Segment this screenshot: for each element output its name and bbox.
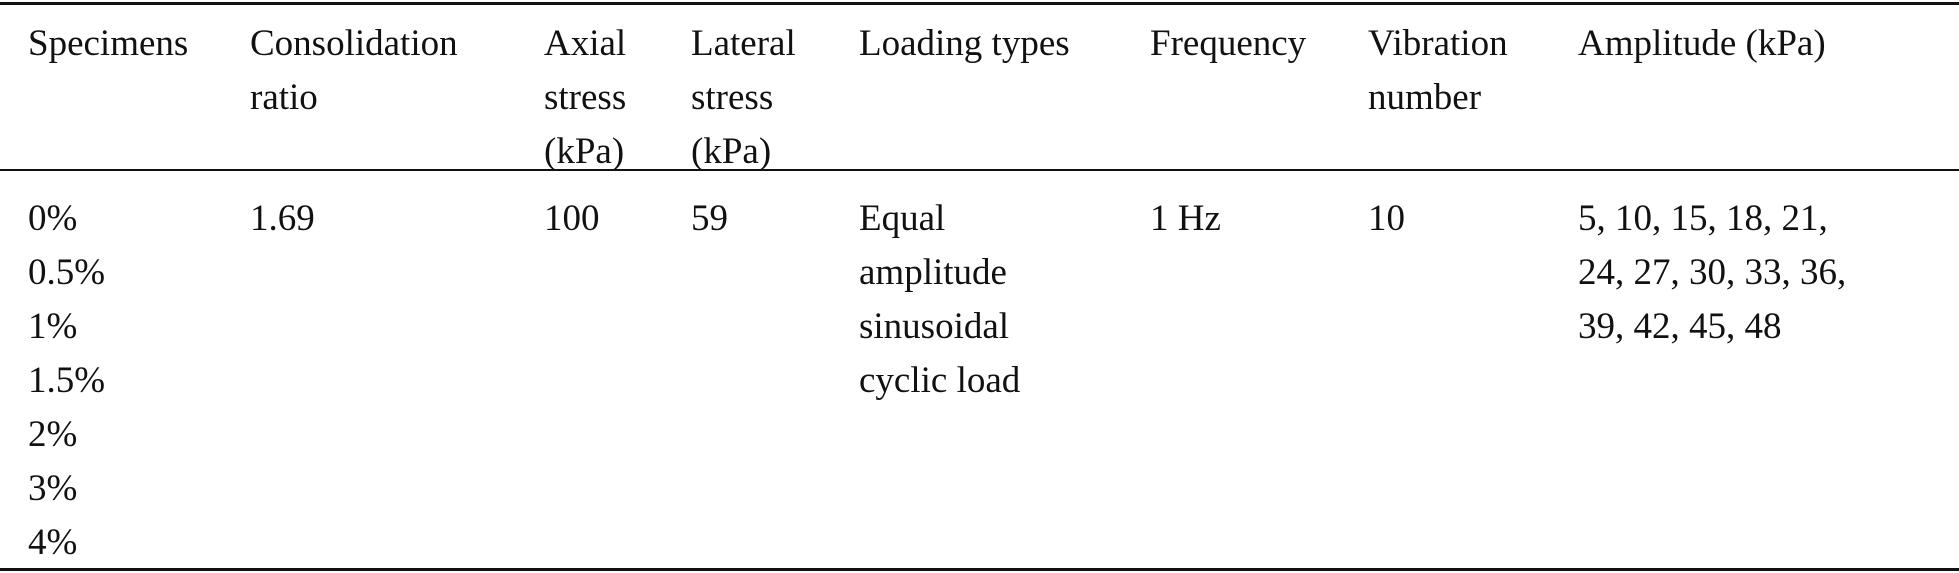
- body-cell: 2%: [28, 414, 78, 455]
- body-cell: 1 Hz: [1150, 198, 1221, 239]
- body-cell: 4%: [28, 522, 78, 563]
- body-cell: cyclic load: [859, 360, 1021, 401]
- top-rule: [0, 2, 1959, 5]
- body-cell: 24, 27, 30, 33, 36,: [1578, 252, 1847, 293]
- header-rule: [0, 169, 1959, 171]
- body-cell: sinusoidal: [859, 306, 1010, 347]
- header-cell: Specimens: [28, 23, 189, 64]
- header-cell: (kPa): [544, 131, 625, 172]
- body-cell: 1%: [28, 306, 78, 347]
- body-cell: 0.5%: [28, 252, 106, 293]
- body-cell: 0%: [28, 198, 78, 239]
- body-cell: 59: [691, 198, 728, 239]
- body-cell: amplitude: [859, 252, 1007, 293]
- body-cell: 5, 10, 15, 18, 21,: [1578, 198, 1828, 239]
- header-cell: Axial: [544, 23, 627, 64]
- header-cell: number: [1368, 77, 1482, 118]
- bottom-rule: [0, 568, 1959, 571]
- header-cell: Frequency: [1150, 23, 1307, 64]
- header-cell: Amplitude (kPa): [1578, 23, 1826, 64]
- header-cell: stress: [691, 77, 774, 118]
- header-cell: Consolidation: [250, 23, 458, 64]
- body-cell: 1.69: [250, 198, 315, 239]
- body-cell: 100: [544, 198, 600, 239]
- header-cell: (kPa): [691, 131, 772, 172]
- header-cell: Vibration: [1368, 23, 1508, 64]
- body-cell: 3%: [28, 468, 78, 509]
- body-cell: 10: [1368, 198, 1405, 239]
- body-cell: 39, 42, 45, 48: [1578, 306, 1782, 347]
- header-cell: Lateral: [691, 23, 796, 64]
- header-cell: Loading types: [859, 23, 1070, 64]
- body-cell: Equal: [859, 198, 946, 239]
- body-cell: 1.5%: [28, 360, 106, 401]
- header-cell: stress: [544, 77, 627, 118]
- header-cell: ratio: [250, 77, 318, 118]
